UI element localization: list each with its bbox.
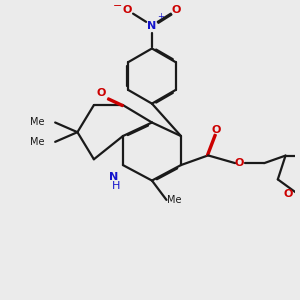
Text: O: O	[97, 88, 106, 98]
Text: O: O	[234, 158, 244, 168]
Text: O: O	[211, 125, 220, 135]
Text: N: N	[147, 21, 157, 31]
Text: +: +	[157, 12, 164, 21]
Text: O: O	[283, 190, 292, 200]
Text: N: N	[109, 172, 118, 182]
Text: Me: Me	[167, 195, 182, 205]
Text: −: −	[113, 1, 122, 11]
Text: Me: Me	[30, 118, 44, 128]
Text: Me: Me	[30, 137, 44, 147]
Text: H: H	[112, 182, 120, 191]
Text: O: O	[123, 5, 132, 15]
Text: O: O	[172, 5, 181, 15]
